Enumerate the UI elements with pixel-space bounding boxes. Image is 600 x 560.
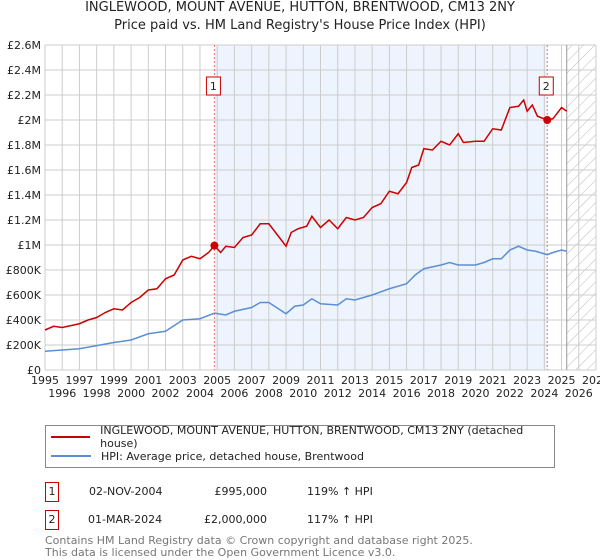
x-tick-label: 2013 bbox=[341, 374, 369, 387]
y-tick-label: £2.4M bbox=[7, 64, 41, 77]
x-tick-label: 2009 bbox=[272, 374, 300, 387]
x-tick-label: 2018 bbox=[427, 387, 455, 400]
x-tick-label: 2002 bbox=[152, 387, 180, 400]
x-tick-label: 2005 bbox=[203, 374, 231, 387]
y-tick-label: £200K bbox=[6, 339, 42, 352]
y-tick-label: £1.4M bbox=[7, 189, 41, 202]
x-tick-label: 2011 bbox=[307, 374, 335, 387]
x-tick-label: 2006 bbox=[220, 387, 248, 400]
y-tick-label: £600K bbox=[6, 289, 42, 302]
x-tick-label: 2008 bbox=[255, 387, 283, 400]
sale-marker-label: 2 bbox=[543, 80, 550, 93]
x-tick-label: 2024 bbox=[530, 387, 558, 400]
y-tick-label: £2M bbox=[18, 114, 42, 127]
x-tick-label: 2010 bbox=[289, 387, 317, 400]
legend-blue-line bbox=[51, 455, 91, 457]
sale-point bbox=[543, 116, 552, 124]
sale-price: £2,000,000 bbox=[204, 513, 267, 526]
x-tick-label: 2012 bbox=[324, 387, 352, 400]
chart-title: INGLEWOOD, MOUNT AVENUE, HUTTON, BRENTWO… bbox=[85, 0, 515, 15]
hpi-series-line bbox=[44, 245, 567, 352]
forecast-hatch bbox=[566, 45, 596, 370]
x-tick-label: 2027 bbox=[582, 374, 600, 387]
x-tick-label: 2000 bbox=[117, 387, 145, 400]
sale-date: 01-MAR-2024 bbox=[88, 513, 163, 526]
x-tick-label: 2019 bbox=[444, 374, 472, 387]
sale-hpi: 119% ↑ HPI bbox=[307, 485, 373, 498]
x-tick-label: 2004 bbox=[186, 387, 214, 400]
x-tick-label: 2020 bbox=[461, 387, 489, 400]
shaded-period bbox=[214, 45, 548, 370]
property-series-line bbox=[44, 98, 568, 331]
sale-badge: 1 bbox=[45, 482, 59, 502]
x-tick-label: 2014 bbox=[358, 387, 386, 400]
price-chart: 1995199619971998199920002001200220032004… bbox=[6, 40, 600, 400]
y-tick-label: £800K bbox=[6, 264, 42, 277]
y-tick-label: £2.2M bbox=[7, 89, 41, 102]
x-tick-label: 1996 bbox=[48, 387, 76, 400]
x-tick-label: 1995 bbox=[31, 374, 59, 387]
x-tick-label: 2017 bbox=[410, 374, 438, 387]
footer-line-2: This data is licensed under the Open Gov… bbox=[45, 546, 396, 559]
sale-badge: 2 bbox=[45, 510, 59, 530]
sale-date: 02-NOV-2004 bbox=[89, 485, 163, 498]
y-tick-label: £1.6M bbox=[7, 164, 41, 177]
sale-price: £995,000 bbox=[214, 485, 268, 498]
legend-property-label: INGLEWOOD, MOUNT AVENUE, HUTTON, BRENTWO… bbox=[100, 424, 524, 450]
x-tick-label: 1998 bbox=[83, 387, 111, 400]
x-tick-label: 1999 bbox=[100, 374, 128, 387]
y-tick-label: £400K bbox=[6, 314, 42, 327]
legend-red-line bbox=[51, 436, 91, 438]
x-tick-label: 2022 bbox=[496, 387, 524, 400]
sale-hpi: 117% ↑ HPI bbox=[307, 513, 373, 526]
legend: INGLEWOOD, MOUNT AVENUE, HUTTON, BRENTWO… bbox=[45, 424, 555, 468]
x-tick-label: 1997 bbox=[65, 374, 93, 387]
y-tick-label: £0 bbox=[27, 364, 41, 377]
y-tick-label: £1.8M bbox=[7, 139, 41, 152]
chart-subtitle: Price paid vs. HM Land Registry's House … bbox=[114, 18, 486, 33]
x-tick-label: 2007 bbox=[238, 374, 266, 387]
footer: Contains HM Land Registry data © Crown c… bbox=[45, 535, 473, 559]
x-tick-label: 2023 bbox=[513, 374, 541, 387]
sale-marker-label: 1 bbox=[210, 80, 217, 93]
sale-marker-box bbox=[538, 76, 554, 96]
footer-line-1: Contains HM Land Registry data © Crown c… bbox=[45, 534, 473, 547]
x-tick-label: 2015 bbox=[375, 374, 403, 387]
x-tick-label: 2001 bbox=[134, 374, 162, 387]
x-tick-label: 2016 bbox=[393, 387, 421, 400]
x-tick-label: 2021 bbox=[479, 374, 507, 387]
y-tick-label: £1M bbox=[18, 239, 42, 252]
x-tick-label: 2003 bbox=[169, 374, 197, 387]
x-tick-label: 2026 bbox=[565, 387, 593, 400]
sale-point bbox=[210, 241, 219, 250]
y-tick-label: £1.2M bbox=[7, 214, 41, 227]
x-tick-label: 2025 bbox=[548, 374, 576, 387]
sale-marker-box bbox=[205, 76, 221, 96]
y-tick-label: £2.6M bbox=[7, 40, 41, 52]
legend-hpi-label: HPI: Average price, detached house, Bren… bbox=[101, 449, 364, 463]
